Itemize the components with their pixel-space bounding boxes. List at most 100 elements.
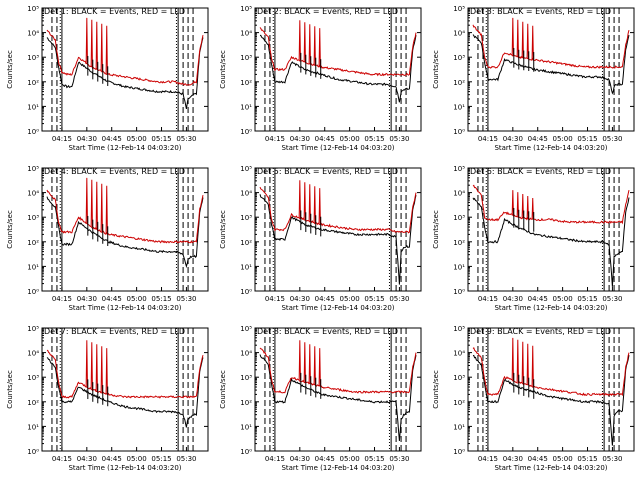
- y-axis-label: Counts/sec: [432, 210, 440, 249]
- lld-spike: [303, 342, 306, 383]
- y-tick-label: 10⁴: [240, 190, 252, 198]
- detector-panel-5: Det 5: BLACK = Events, RED = LLD 10⁰ 10¹ 10…: [219, 165, 422, 312]
- y-axis-label: Counts/sec: [219, 50, 227, 89]
- x-axis-label: Start Time (12-Feb-14 04:03:20): [281, 144, 394, 152]
- x-tick-label: 04:45: [315, 295, 335, 303]
- x-tick-label: 05:00: [553, 135, 573, 143]
- x-tick-label: 05:30: [602, 455, 622, 463]
- y-tick-label: 10³: [453, 214, 465, 222]
- x-tick-label: 05:30: [176, 455, 196, 463]
- events-series-line: [472, 34, 630, 95]
- plot-frame: [41, 7, 209, 132]
- plot-frame: [41, 167, 209, 292]
- x-axis-label: Start Time (12-Feb-14 04:03:20): [68, 464, 181, 472]
- x-tick-label: 04:45: [528, 135, 548, 143]
- y-tick-label: 10⁰: [453, 128, 465, 136]
- lld-spike: [526, 23, 529, 59]
- events-series-line: [259, 194, 417, 285]
- x-tick-label: 05:30: [176, 295, 196, 303]
- y-tick-label: 10⁴: [27, 30, 39, 38]
- lld-spike: [516, 339, 519, 383]
- detector-panel-2: Det 2: BLACK = Events, RED = LLD 10⁰ 10¹ 10…: [219, 5, 422, 152]
- y-tick-label: 10⁵: [453, 5, 465, 13]
- x-tick-label: 04:45: [102, 295, 122, 303]
- y-tick-label: 10²: [240, 239, 252, 247]
- x-tick-label: 05:30: [389, 455, 409, 463]
- x-tick-label: 04:45: [102, 455, 122, 463]
- lld-spike: [531, 25, 534, 60]
- x-tick-label: 05:15: [151, 135, 171, 143]
- y-tick-label: 10⁰: [27, 128, 39, 136]
- lld-series-line: [472, 347, 630, 397]
- chart-title: Det 7: BLACK = Events, RED = LLD: [44, 327, 185, 336]
- y-tick-label: 10³: [27, 214, 39, 222]
- lld-spike: [511, 337, 514, 381]
- y-tick-label: 10¹: [27, 103, 39, 111]
- x-axis-label: Start Time (12-Feb-14 04:03:20): [281, 304, 394, 312]
- y-tick-label: 10³: [453, 374, 465, 382]
- detector-panel-8: Det 8: BLACK = Events, RED = LLD 10⁰ 10¹ 10…: [219, 325, 422, 472]
- lld-spike: [313, 186, 316, 223]
- lld-spike: [90, 179, 93, 228]
- y-tick-label: 10²: [240, 79, 252, 87]
- lld-series-line: [259, 27, 417, 77]
- lld-spike: [85, 17, 88, 64]
- x-tick-label: 04:30: [77, 455, 97, 463]
- x-tick-label: 04:30: [503, 295, 523, 303]
- x-tick-label: 05:15: [364, 295, 384, 303]
- y-tick-label: 10⁴: [453, 350, 465, 358]
- y-tick-label: 10²: [240, 399, 252, 407]
- y-tick-label: 10⁰: [240, 448, 252, 456]
- y-tick-label: 10⁴: [240, 350, 252, 358]
- y-tick-label: 10⁵: [27, 5, 39, 13]
- events-series-line: [472, 197, 630, 287]
- x-tick-label: 04:30: [503, 135, 523, 143]
- plot-frame: [467, 167, 635, 292]
- x-tick-label: 05:15: [577, 135, 597, 143]
- y-tick-label: 10²: [27, 79, 39, 87]
- x-tick-label: 05:15: [364, 135, 384, 143]
- lld-spike: [313, 346, 316, 386]
- x-tick-label: 05:00: [127, 455, 147, 463]
- detector-panel-1: Det 1: BLACK = Events, RED = LLD 10⁰ 10¹ 10…: [6, 5, 209, 152]
- x-axis-label: Start Time (12-Feb-14 04:03:20): [494, 464, 607, 472]
- x-tick-label: 05:00: [553, 455, 573, 463]
- plot-frame: [254, 327, 422, 452]
- lld-spike: [516, 192, 519, 218]
- x-tick-label: 05:00: [340, 295, 360, 303]
- lld-series-line: [472, 184, 630, 225]
- x-tick-label: 04:15: [52, 455, 72, 463]
- detector-panel-7: Det 7: BLACK = Events, RED = LLD 10⁰ 10¹ 10…: [6, 325, 209, 472]
- chart-title: Det 2: BLACK = Events, RED = LLD: [257, 7, 398, 16]
- lld-spike: [308, 184, 311, 222]
- lld-series-line: [259, 347, 417, 394]
- chart-title: Det 9: BLACK = Events, RED = LLD: [470, 327, 611, 336]
- lld-spike: [90, 342, 93, 390]
- y-axis-label: Counts/sec: [432, 50, 440, 89]
- x-tick-label: 04:30: [503, 455, 523, 463]
- x-tick-label: 04:15: [265, 455, 285, 463]
- lld-spike: [511, 190, 514, 216]
- x-axis-label: Start Time (12-Feb-14 04:03:20): [494, 144, 607, 152]
- y-tick-label: 10¹: [240, 263, 252, 271]
- y-tick-label: 10⁵: [453, 325, 465, 333]
- lld-spike: [100, 183, 103, 232]
- y-axis-label: Counts/sec: [219, 370, 227, 409]
- x-tick-label: 05:30: [389, 135, 409, 143]
- chart-title: Det 5: BLACK = Events, RED = LLD: [257, 167, 398, 176]
- y-tick-label: 10²: [27, 239, 39, 247]
- lld-series-line: [46, 189, 204, 244]
- x-axis-label: Start Time (12-Feb-14 04:03:20): [68, 304, 181, 312]
- lld-spike: [105, 348, 108, 394]
- y-tick-label: 10⁵: [240, 5, 252, 13]
- x-tick-label: 05:00: [340, 455, 360, 463]
- chart-title: Det 3: BLACK = Events, RED = LLD: [470, 7, 611, 16]
- x-tick-label: 04:30: [290, 455, 310, 463]
- x-tick-label: 05:15: [151, 295, 171, 303]
- y-tick-label: 10²: [453, 239, 465, 247]
- y-tick-label: 10¹: [240, 423, 252, 431]
- lld-spike: [85, 340, 88, 387]
- x-tick-label: 05:00: [553, 295, 573, 303]
- lld-series-line: [46, 29, 204, 86]
- plot-frame: [41, 327, 209, 452]
